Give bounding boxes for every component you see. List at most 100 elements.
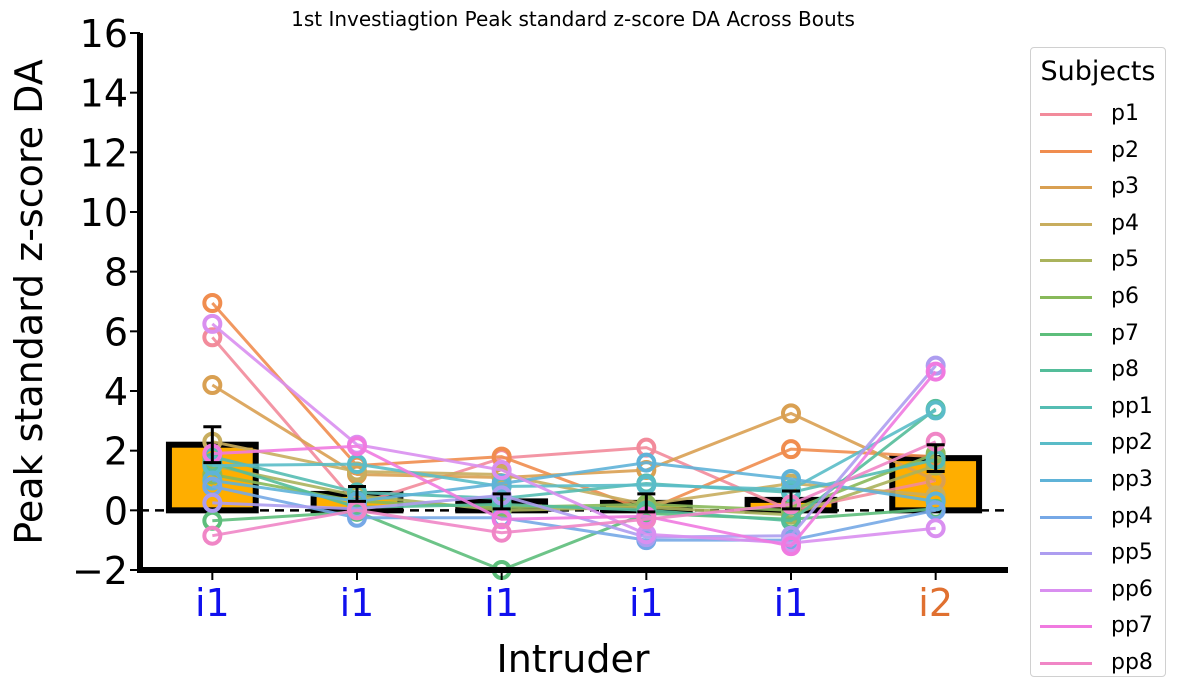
legend-entry-pp6: pp6 [1031, 572, 1167, 608]
legend-entry-p3: p3 [1031, 169, 1167, 205]
legend-label: pp1 [1111, 393, 1153, 419]
legend-entry-pp7: pp7 [1031, 608, 1167, 644]
legend-label: pp7 [1111, 613, 1153, 639]
x-tick-label: i1 [629, 581, 664, 625]
point-pp6-3 [491, 460, 512, 481]
legend-swatch [1040, 222, 1092, 226]
legend-entry-pp8: pp8 [1031, 645, 1167, 681]
legend-entry-p2: p2 [1031, 133, 1167, 169]
point-pp3-6 [925, 491, 946, 512]
legend-label: p8 [1111, 357, 1139, 383]
point-pp7-6 [925, 361, 946, 382]
series-line-pp7 [212, 370, 937, 548]
legend-label: pp2 [1111, 430, 1153, 456]
legend-label: p1 [1111, 101, 1139, 126]
legend-swatch [1040, 113, 1092, 116]
series-line-p8 [211, 407, 937, 523]
point-p2-1 [202, 292, 223, 313]
series-line-pp6 [211, 322, 936, 545]
point-p3-5 [781, 403, 801, 424]
legend-entry-p5: p5 [1031, 242, 1167, 278]
legend-entry-pp4: pp4 [1031, 499, 1167, 535]
legend-swatch [1040, 479, 1092, 482]
x-tick-label: i1 [195, 581, 230, 625]
y-tick-label: 14 [80, 72, 128, 116]
point-pp3-5 [781, 469, 801, 490]
y-tick-label: 16 [80, 12, 128, 56]
y-axis-label: Peak standard z-score DA [7, 59, 51, 544]
point-pp7-3 [491, 509, 512, 530]
lines-layer [140, 292, 1008, 580]
point-p3-1 [202, 375, 223, 396]
legend-swatch [1040, 332, 1092, 336]
y-tick-label: 4 [104, 370, 128, 414]
legend-swatch [1040, 369, 1092, 373]
legend-swatch [1040, 442, 1092, 446]
legend-swatch [1040, 149, 1092, 153]
point-pp8-1 [202, 525, 223, 546]
legend-label: p6 [1111, 284, 1139, 309]
legend-swatch [1040, 662, 1092, 665]
point-pp6-6 [925, 518, 946, 539]
legend-entry-pp3: pp3 [1031, 462, 1167, 498]
legend: Subjects p1 p2 p3 p4 p5 p6 p7 p8 pp1 pp2 pp3 pp4 pp5… [1030, 47, 1166, 677]
point-pp8-3 [491, 522, 512, 543]
legend-entry-pp2: pp2 [1031, 425, 1167, 461]
point-pp5-1 [202, 492, 223, 513]
y-tick-label: 10 [80, 191, 128, 235]
series-line-pp3 [212, 461, 936, 503]
legend-swatch [1040, 405, 1092, 409]
x-axis-label: Intruder [496, 637, 649, 681]
legend-label: pp4 [1111, 503, 1153, 529]
point-pp7-5 [781, 536, 801, 557]
legend-entry-p7: p7 [1031, 316, 1167, 352]
point-pp7-2 [347, 436, 367, 457]
legend-label: pp5 [1111, 540, 1153, 566]
legend-entry-pp1: pp1 [1031, 389, 1167, 425]
point-pp3-3 [491, 473, 512, 494]
y-tick-label: 0 [104, 489, 128, 533]
legend-swatch [1040, 515, 1092, 519]
legend-label: p3 [1111, 174, 1139, 200]
legend-label: pp6 [1111, 576, 1153, 602]
legend-title: Subjects [1040, 56, 1156, 87]
point-pp2-6 [925, 400, 946, 421]
y-tick-label: 6 [104, 310, 128, 354]
legend-entry-p4: p4 [1031, 206, 1167, 242]
legend-entry-p1: p1 [1031, 96, 1167, 132]
legend-swatch [1040, 296, 1092, 299]
legend-label: pp3 [1111, 467, 1153, 492]
series-line-pp4 [212, 485, 936, 542]
legend-swatch [1040, 552, 1092, 556]
x-tick-label: i1 [774, 581, 809, 625]
y-tick-label: 2 [104, 430, 128, 474]
errors-layer [203, 425, 945, 514]
x-tick-label: i2 [918, 581, 953, 625]
x-tick-label: i1 [340, 581, 375, 625]
y-tick-label: −2 [72, 549, 128, 593]
legend-swatch [1040, 259, 1092, 263]
series-line-p3 [211, 383, 937, 482]
x-tick-label: i1 [484, 581, 519, 625]
series-line-pp8 [212, 440, 937, 538]
point-p1-1 [202, 327, 223, 348]
point-p2-5 [781, 439, 801, 460]
legend-label: pp8 [1111, 650, 1153, 675]
y-tick-label: 12 [80, 131, 128, 175]
legend-label: p5 [1111, 247, 1139, 273]
point-pp6-1 [202, 313, 223, 334]
series-line-pp2 [212, 409, 937, 491]
point-pp3-4 [636, 452, 657, 473]
series-line-pp1 [211, 455, 936, 500]
legend-label: p2 [1111, 137, 1139, 163]
axes-layer: −2 0 2 4 6 8 10 12 14 16 i1 i1 i1 i1 i1 i2 [72, 12, 1008, 625]
legend-swatch [1040, 588, 1092, 592]
legend-label: p4 [1111, 210, 1139, 236]
chart-title: 1st Investiagtion Peak standard z-score … [291, 7, 855, 31]
legend-label: p7 [1111, 320, 1139, 346]
legend-swatch [1040, 186, 1092, 190]
series-line-p2 [211, 301, 936, 512]
legend-swatch [1040, 625, 1092, 629]
legend-entry-p6: p6 [1031, 279, 1167, 315]
